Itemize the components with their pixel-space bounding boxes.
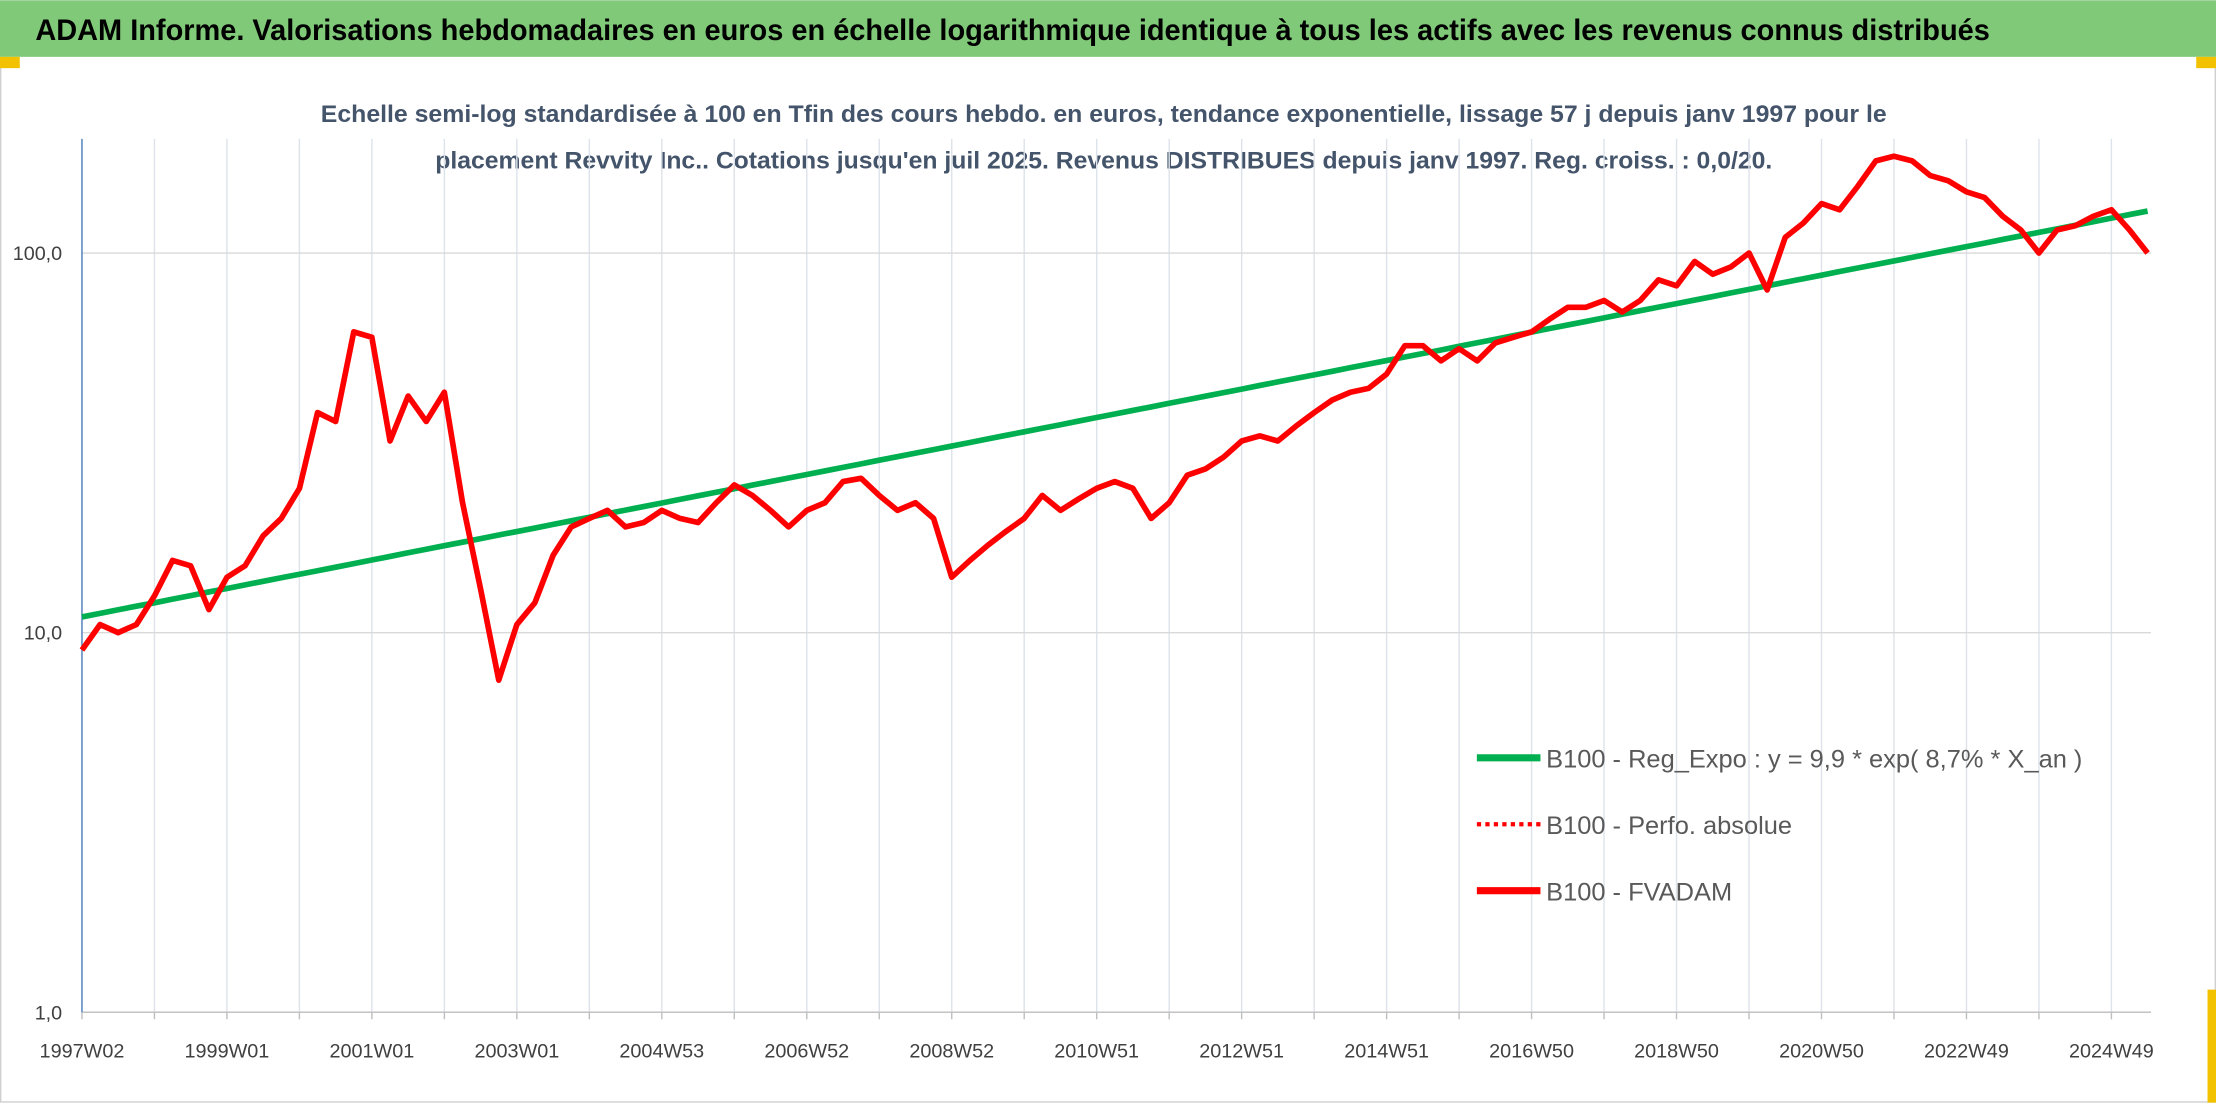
- legend-label: B100 - FVADAM: [1546, 879, 1732, 907]
- x-tick-label: 2012W51: [1199, 1040, 1284, 1062]
- legend-label: B100 - Reg_Expo : y = 9,9 * exp( 8,7% * …: [1546, 746, 2082, 774]
- x-tick-label: 2020W50: [1779, 1040, 1864, 1062]
- series-line: [79, 153, 2150, 683]
- x-tick-label: 2008W52: [909, 1040, 994, 1062]
- x-tick-label: 2018W50: [1634, 1040, 1719, 1062]
- x-tick-label: 2022W49: [1924, 1040, 2009, 1062]
- corner-mark: [2196, 56, 2216, 69]
- corner-mark: [2207, 989, 2216, 1103]
- legend-label: B100 - Perfo. absolue: [1546, 812, 1792, 840]
- x-tick-label: 2001W01: [329, 1040, 414, 1062]
- x-tick-label: 1997W02: [40, 1040, 125, 1062]
- plot-area: 1997W02 1999W01 2001W01 2003W01 2004W53 2006W…: [13, 138, 2154, 1062]
- y-tick-label: 1,0: [35, 1002, 62, 1024]
- x-tick-label: 2003W01: [474, 1040, 559, 1062]
- x-tick-label: 2004W53: [619, 1040, 704, 1062]
- series-line: [81, 208, 2149, 620]
- x-tick-label: 2006W52: [764, 1040, 849, 1062]
- y-tick-label: 100,0: [13, 243, 62, 265]
- x-tick-label: 2024W49: [2069, 1040, 2154, 1062]
- chart-subtitle: placement Revvity Inc.. Cotations jusqu'…: [435, 148, 1772, 175]
- header-bar: [0, 0, 2216, 57]
- x-tick-label: 1999W01: [185, 1040, 270, 1062]
- x-tick-label: 2014W51: [1344, 1040, 1429, 1062]
- corner-mark: [0, 56, 20, 69]
- x-tick-label: 2010W51: [1054, 1040, 1139, 1062]
- chart-subtitle: Echelle semi-log standardisée à 100 en T…: [321, 101, 1887, 128]
- y-tick-label: 10,0: [24, 623, 62, 645]
- header-title: ADAM Informe. Valorisations hebdomadaire…: [35, 14, 1990, 47]
- x-tick-label: 2016W50: [1489, 1040, 1574, 1062]
